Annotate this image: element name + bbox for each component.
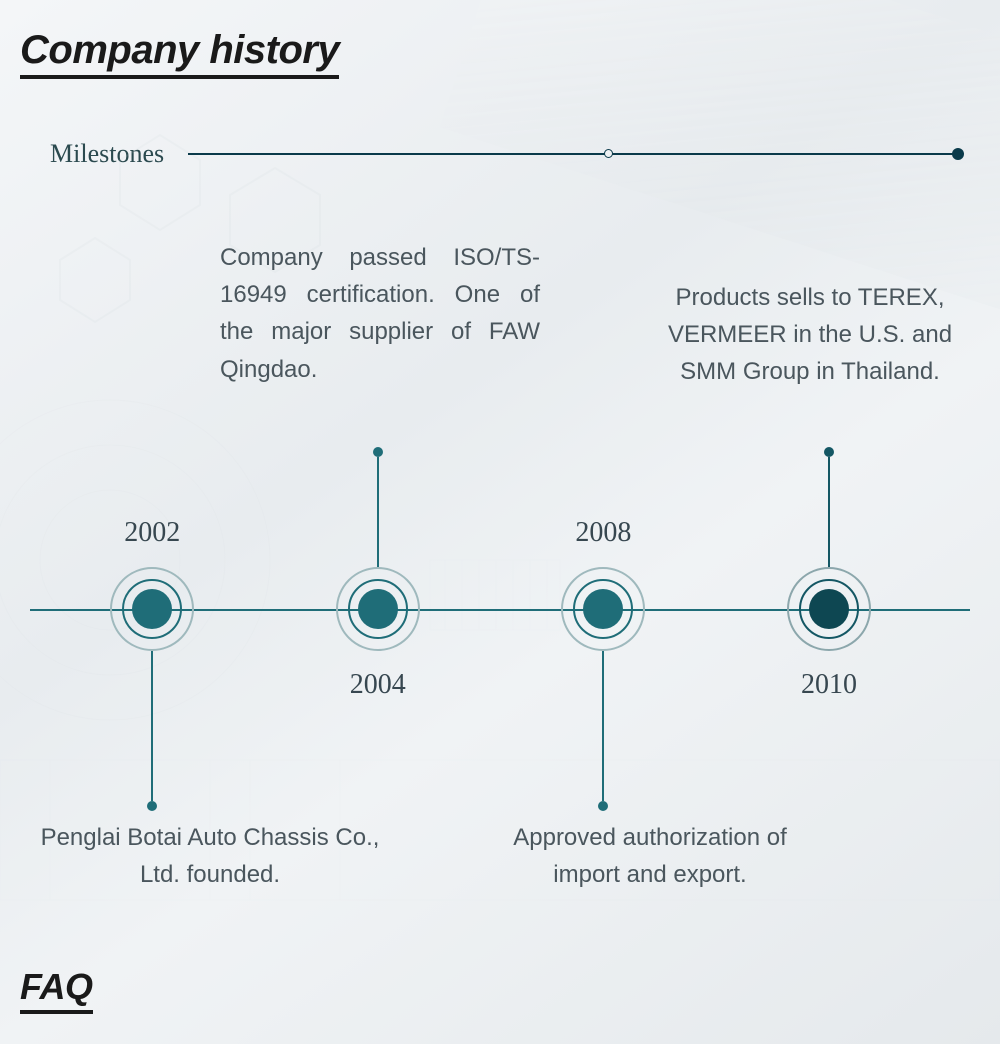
timeline-year-2008: 2008 <box>575 517 631 549</box>
faq-title: FAQ <box>20 966 93 1014</box>
timeline-stem-2004 <box>377 457 379 567</box>
timeline-desc-2002: Penglai Botai Auto Chassis Co., Ltd. fou… <box>40 819 380 893</box>
timeline-node-2004 <box>336 567 420 651</box>
timeline-stem-2010 <box>828 457 830 567</box>
milestones-label: Milestones <box>50 139 164 169</box>
timeline-stem-2008 <box>602 651 604 801</box>
timeline-node-2010 <box>787 567 871 651</box>
timeline-desc-2008: Approved authorization of import and exp… <box>480 819 820 893</box>
timeline-desc-2010: Products sells to TEREX, VERMEER in the … <box>650 279 970 391</box>
timeline-year-2010: 2010 <box>801 669 857 701</box>
timeline-year-2004: 2004 <box>350 669 406 701</box>
timeline-node-2008 <box>561 567 645 651</box>
timeline-node-2002 <box>110 567 194 651</box>
milestones-header: Milestones <box>50 139 960 169</box>
timeline-desc-2004: Company passed ISO/TS-16949 certificatio… <box>220 239 540 388</box>
timeline: 2002 Penglai Botai Auto Chassis Co., Ltd.… <box>30 209 970 929</box>
milestones-rule <box>188 153 960 155</box>
page-title: Company history <box>20 28 339 79</box>
timeline-stem-2002 <box>151 651 153 801</box>
timeline-year-2002: 2002 <box>124 517 180 549</box>
